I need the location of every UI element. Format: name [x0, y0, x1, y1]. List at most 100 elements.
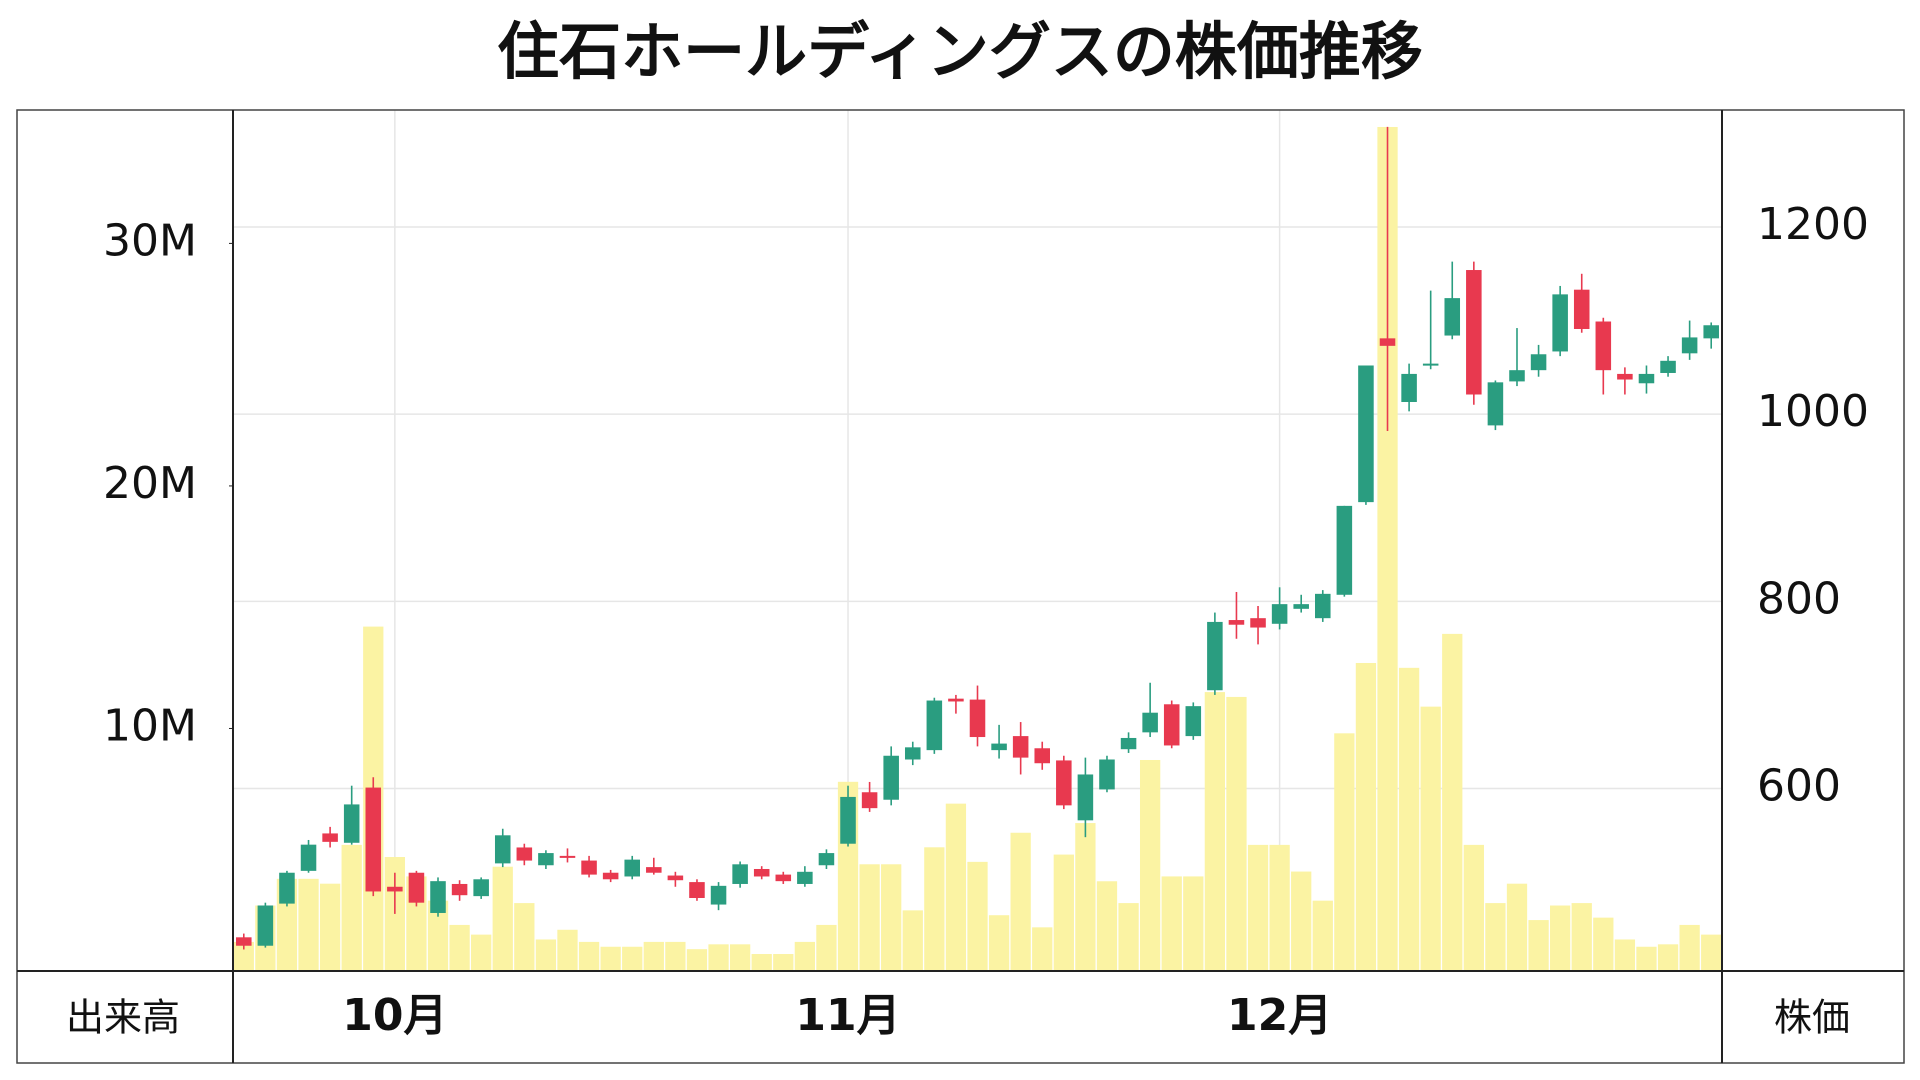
volume-bar [492, 866, 513, 971]
candle-body [1336, 505, 1353, 595]
candle-body [1228, 620, 1245, 625]
volume-layer [233, 126, 1722, 971]
candle-body [1573, 289, 1590, 329]
candle-body [1422, 363, 1439, 366]
candle-body [1163, 704, 1180, 746]
volume-bar [729, 944, 751, 971]
candle-body [1012, 736, 1029, 758]
candle-body [1617, 373, 1633, 380]
volume-bar [1161, 876, 1182, 971]
candle-body [322, 833, 338, 842]
candle-body [538, 853, 554, 866]
y2-tick-label: 1200 [1757, 199, 1869, 250]
volume-bar [1377, 126, 1398, 971]
candle-body [904, 747, 921, 760]
volume-bar [298, 878, 319, 971]
candle-body [1293, 604, 1309, 609]
x-tick-label: 11月 [795, 990, 900, 1041]
candle-body [883, 755, 899, 800]
candle-body [236, 937, 252, 946]
candle-body [257, 905, 274, 946]
volume-bar [1312, 900, 1333, 971]
candle-body [1077, 774, 1094, 821]
chart-title: 住石ホールディングスの株価推移 [497, 15, 1423, 88]
x-tick-label: 10月 [342, 990, 447, 1041]
y2-tick-label: 800 [1757, 573, 1841, 624]
volume-bar [1355, 662, 1377, 971]
candle-body [581, 860, 597, 875]
candle-body [1207, 621, 1223, 691]
volume-bar [643, 941, 664, 971]
y-tick-label: 20M [103, 458, 197, 509]
volume-bar [341, 844, 362, 971]
frame [16, 109, 1905, 1064]
volume-bar [1183, 876, 1204, 971]
volume-bar [816, 924, 837, 971]
y2-tick-label: 600 [1757, 761, 1841, 812]
volume-bar [1593, 917, 1614, 971]
candle-body [969, 699, 986, 738]
candle-body [1487, 382, 1504, 426]
volume-bar [622, 946, 643, 971]
volume-bar [1398, 667, 1420, 971]
volume-bar [233, 941, 254, 971]
candle-body [1703, 325, 1719, 339]
volume-bar [1053, 854, 1074, 971]
candle-body [1401, 373, 1417, 402]
candle-body [1271, 604, 1288, 624]
volume-bar [1291, 871, 1312, 971]
candle-body [1315, 593, 1331, 619]
volume-bar [945, 803, 967, 971]
volume-bar [471, 934, 492, 971]
candle-body [602, 872, 619, 880]
candle-body [797, 871, 813, 884]
volume-bar [1204, 692, 1226, 971]
volume-bar [449, 924, 470, 971]
candle-body [279, 872, 295, 904]
volume-bar [319, 883, 341, 971]
volume-bar [557, 929, 578, 971]
volume-bar [1442, 633, 1463, 971]
y2-axis-title: 株価 [1774, 996, 1850, 1040]
candle-body [559, 855, 576, 858]
candle-body [991, 743, 1007, 751]
volume-bar [708, 944, 729, 971]
x-tick-label: 12月 [1227, 990, 1332, 1041]
volume-bar [535, 939, 557, 971]
volume-bar [600, 946, 621, 971]
y-tick-label: 10M [103, 700, 197, 751]
label-layer: 600 800 1000 1200 10M 20M 30M 10月 11月 12月 [103, 199, 1869, 1041]
candle-body [1638, 373, 1655, 384]
candle-body [1099, 759, 1115, 790]
volume-bar [686, 949, 708, 971]
volume-bar [1636, 946, 1657, 971]
candle-body [387, 886, 403, 892]
volume-bar [1614, 939, 1636, 971]
volume-bar [881, 864, 902, 971]
volume-bar [578, 941, 600, 971]
candle-body [430, 881, 446, 913]
candle-body [473, 879, 489, 897]
y2-tick-label: 1000 [1757, 386, 1869, 437]
candle-body [1509, 370, 1525, 382]
candle-body [300, 844, 317, 871]
candle-body [732, 864, 748, 884]
candle-body [1530, 354, 1547, 371]
volume-bar [1528, 920, 1549, 971]
volume-bar [859, 864, 880, 971]
candle-body [1120, 737, 1137, 750]
volume-bar [1701, 934, 1722, 971]
candle-body [516, 847, 533, 861]
volume-bar [1269, 844, 1290, 971]
candle-body [753, 868, 770, 877]
volume-bar [1420, 706, 1441, 971]
volume-bar [988, 915, 1010, 971]
candle-body [1358, 365, 1374, 503]
candle-body [1056, 760, 1072, 806]
volume-bar [1657, 944, 1679, 971]
volume-bar [1118, 903, 1139, 971]
volume-bar [1679, 924, 1700, 971]
candle-body [343, 804, 360, 843]
